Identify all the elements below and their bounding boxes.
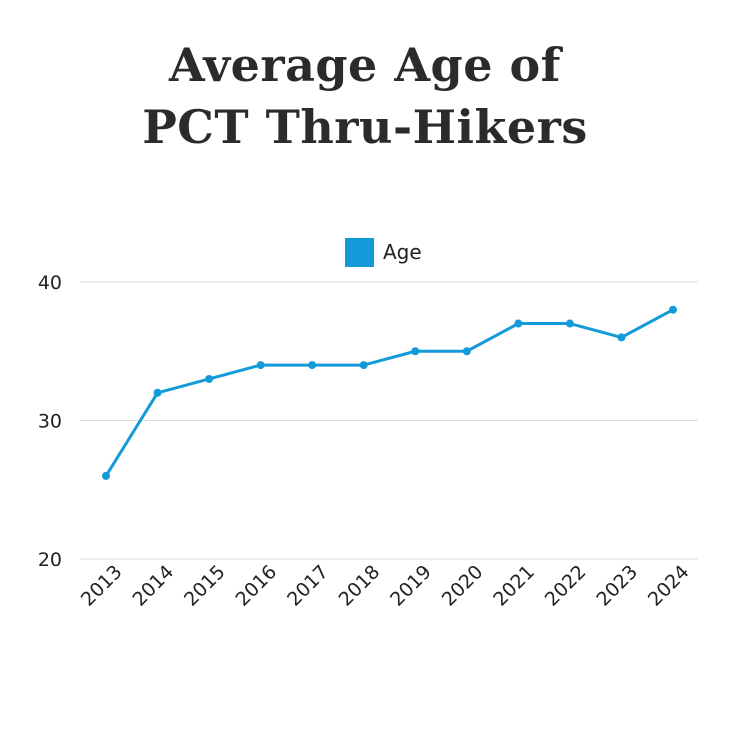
x-tick-label: 2016 bbox=[232, 561, 282, 611]
x-tick-label: 2024 bbox=[644, 561, 694, 611]
data-point bbox=[514, 319, 523, 328]
data-point bbox=[617, 333, 626, 342]
chart-title-line-2: PCT Thru-Hikers bbox=[142, 100, 588, 154]
data-point bbox=[308, 361, 317, 370]
data-point bbox=[102, 471, 110, 480]
x-axis-ticks: 2013 2014 2015 2016 2017 2018 2019 2020 2021 2022… bbox=[77, 561, 694, 611]
x-tick-label: 2023 bbox=[592, 561, 642, 611]
series-age bbox=[102, 305, 677, 480]
x-tick-label: 2022 bbox=[541, 561, 591, 611]
data-point bbox=[411, 347, 420, 356]
x-tick-label: 2013 bbox=[77, 561, 127, 611]
chart-title-line-1: Average Age of bbox=[169, 38, 561, 92]
chart-title: Average Age of PCT Thru-Hikers bbox=[0, 34, 730, 158]
data-point bbox=[669, 305, 677, 314]
data-point bbox=[205, 374, 214, 383]
x-tick-label: 2020 bbox=[438, 561, 488, 611]
data-point bbox=[565, 319, 574, 328]
data-point bbox=[256, 361, 265, 370]
x-tick-label: 2014 bbox=[128, 561, 178, 611]
y-tick-label: 40 bbox=[38, 272, 62, 294]
legend: Age bbox=[345, 238, 422, 267]
gridlines bbox=[80, 281, 698, 560]
y-tick-label: 20 bbox=[38, 549, 62, 571]
x-tick-label: 2015 bbox=[180, 561, 230, 611]
legend-swatch-age bbox=[345, 238, 374, 267]
data-point bbox=[462, 347, 471, 356]
y-axis-ticks: 20 30 40 bbox=[38, 272, 62, 571]
series-line-age bbox=[104, 308, 675, 478]
x-tick-label: 2019 bbox=[386, 561, 436, 611]
y-tick-label: 30 bbox=[38, 411, 62, 433]
x-tick-label: 2021 bbox=[489, 561, 539, 611]
data-point bbox=[359, 361, 368, 370]
data-point bbox=[153, 388, 162, 397]
legend-label-age: Age bbox=[383, 240, 422, 264]
x-tick-label: 2017 bbox=[283, 561, 333, 611]
x-tick-label: 2018 bbox=[335, 561, 385, 611]
